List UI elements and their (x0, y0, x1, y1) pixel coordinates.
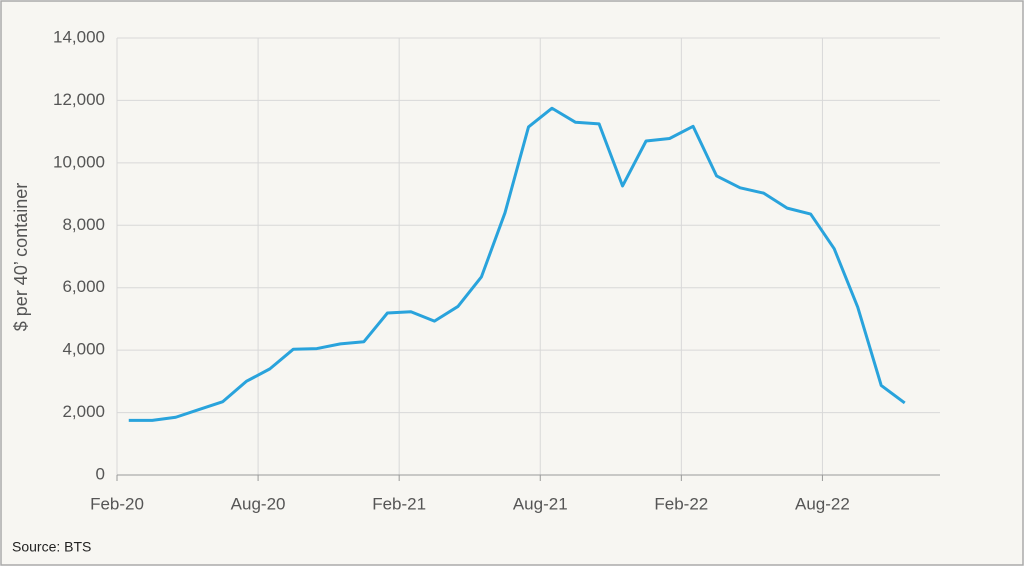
line (128, 106, 906, 422)
y-tick-label: 12,000 (53, 90, 105, 109)
y-tick-label: 6,000 (62, 277, 105, 296)
x-tick-label: Feb-20 (90, 494, 144, 513)
y-tick-label: 0 (96, 464, 105, 483)
y-tick-label: 2,000 (62, 402, 105, 421)
y-tick-label: 10,000 (53, 152, 105, 171)
y-tick-label: 4,000 (62, 340, 105, 359)
y-tick-label: 14,000 (53, 27, 105, 46)
x-tick-label: Feb-21 (372, 494, 426, 513)
x-tick-label: Aug-22 (795, 494, 850, 513)
source-note: Source: BTS (12, 539, 91, 555)
y-tick-label: 8,000 (62, 215, 105, 234)
x-tick-label: Aug-20 (231, 494, 286, 513)
y-axis-label: $ per 40’ container (11, 183, 31, 331)
x-tick-label: Feb-22 (654, 494, 708, 513)
x-tick-label: Aug-21 (513, 494, 568, 513)
